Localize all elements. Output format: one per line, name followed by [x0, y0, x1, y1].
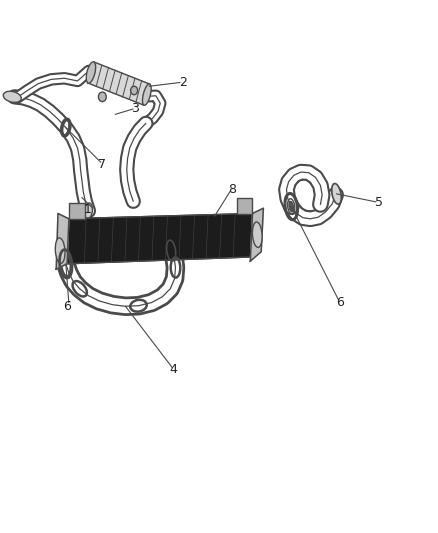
- Ellipse shape: [3, 91, 21, 102]
- Ellipse shape: [86, 62, 95, 83]
- Ellipse shape: [289, 201, 293, 212]
- Ellipse shape: [142, 84, 151, 106]
- Polygon shape: [66, 214, 254, 264]
- Circle shape: [131, 86, 138, 95]
- Text: 3: 3: [131, 102, 139, 115]
- Ellipse shape: [55, 238, 65, 263]
- Ellipse shape: [252, 222, 262, 247]
- Ellipse shape: [85, 203, 92, 219]
- Circle shape: [99, 92, 106, 102]
- Text: 6: 6: [336, 296, 344, 309]
- Ellipse shape: [332, 183, 341, 204]
- Polygon shape: [237, 198, 252, 214]
- Polygon shape: [251, 208, 263, 261]
- Text: 2: 2: [180, 76, 187, 89]
- Text: 5: 5: [375, 196, 383, 209]
- Text: 8: 8: [228, 183, 236, 196]
- Text: 1: 1: [84, 203, 92, 216]
- Polygon shape: [56, 214, 69, 269]
- Text: 6: 6: [64, 300, 71, 313]
- Text: 7: 7: [99, 158, 106, 171]
- Text: 4: 4: [170, 364, 177, 376]
- Polygon shape: [69, 203, 85, 219]
- Polygon shape: [88, 62, 150, 105]
